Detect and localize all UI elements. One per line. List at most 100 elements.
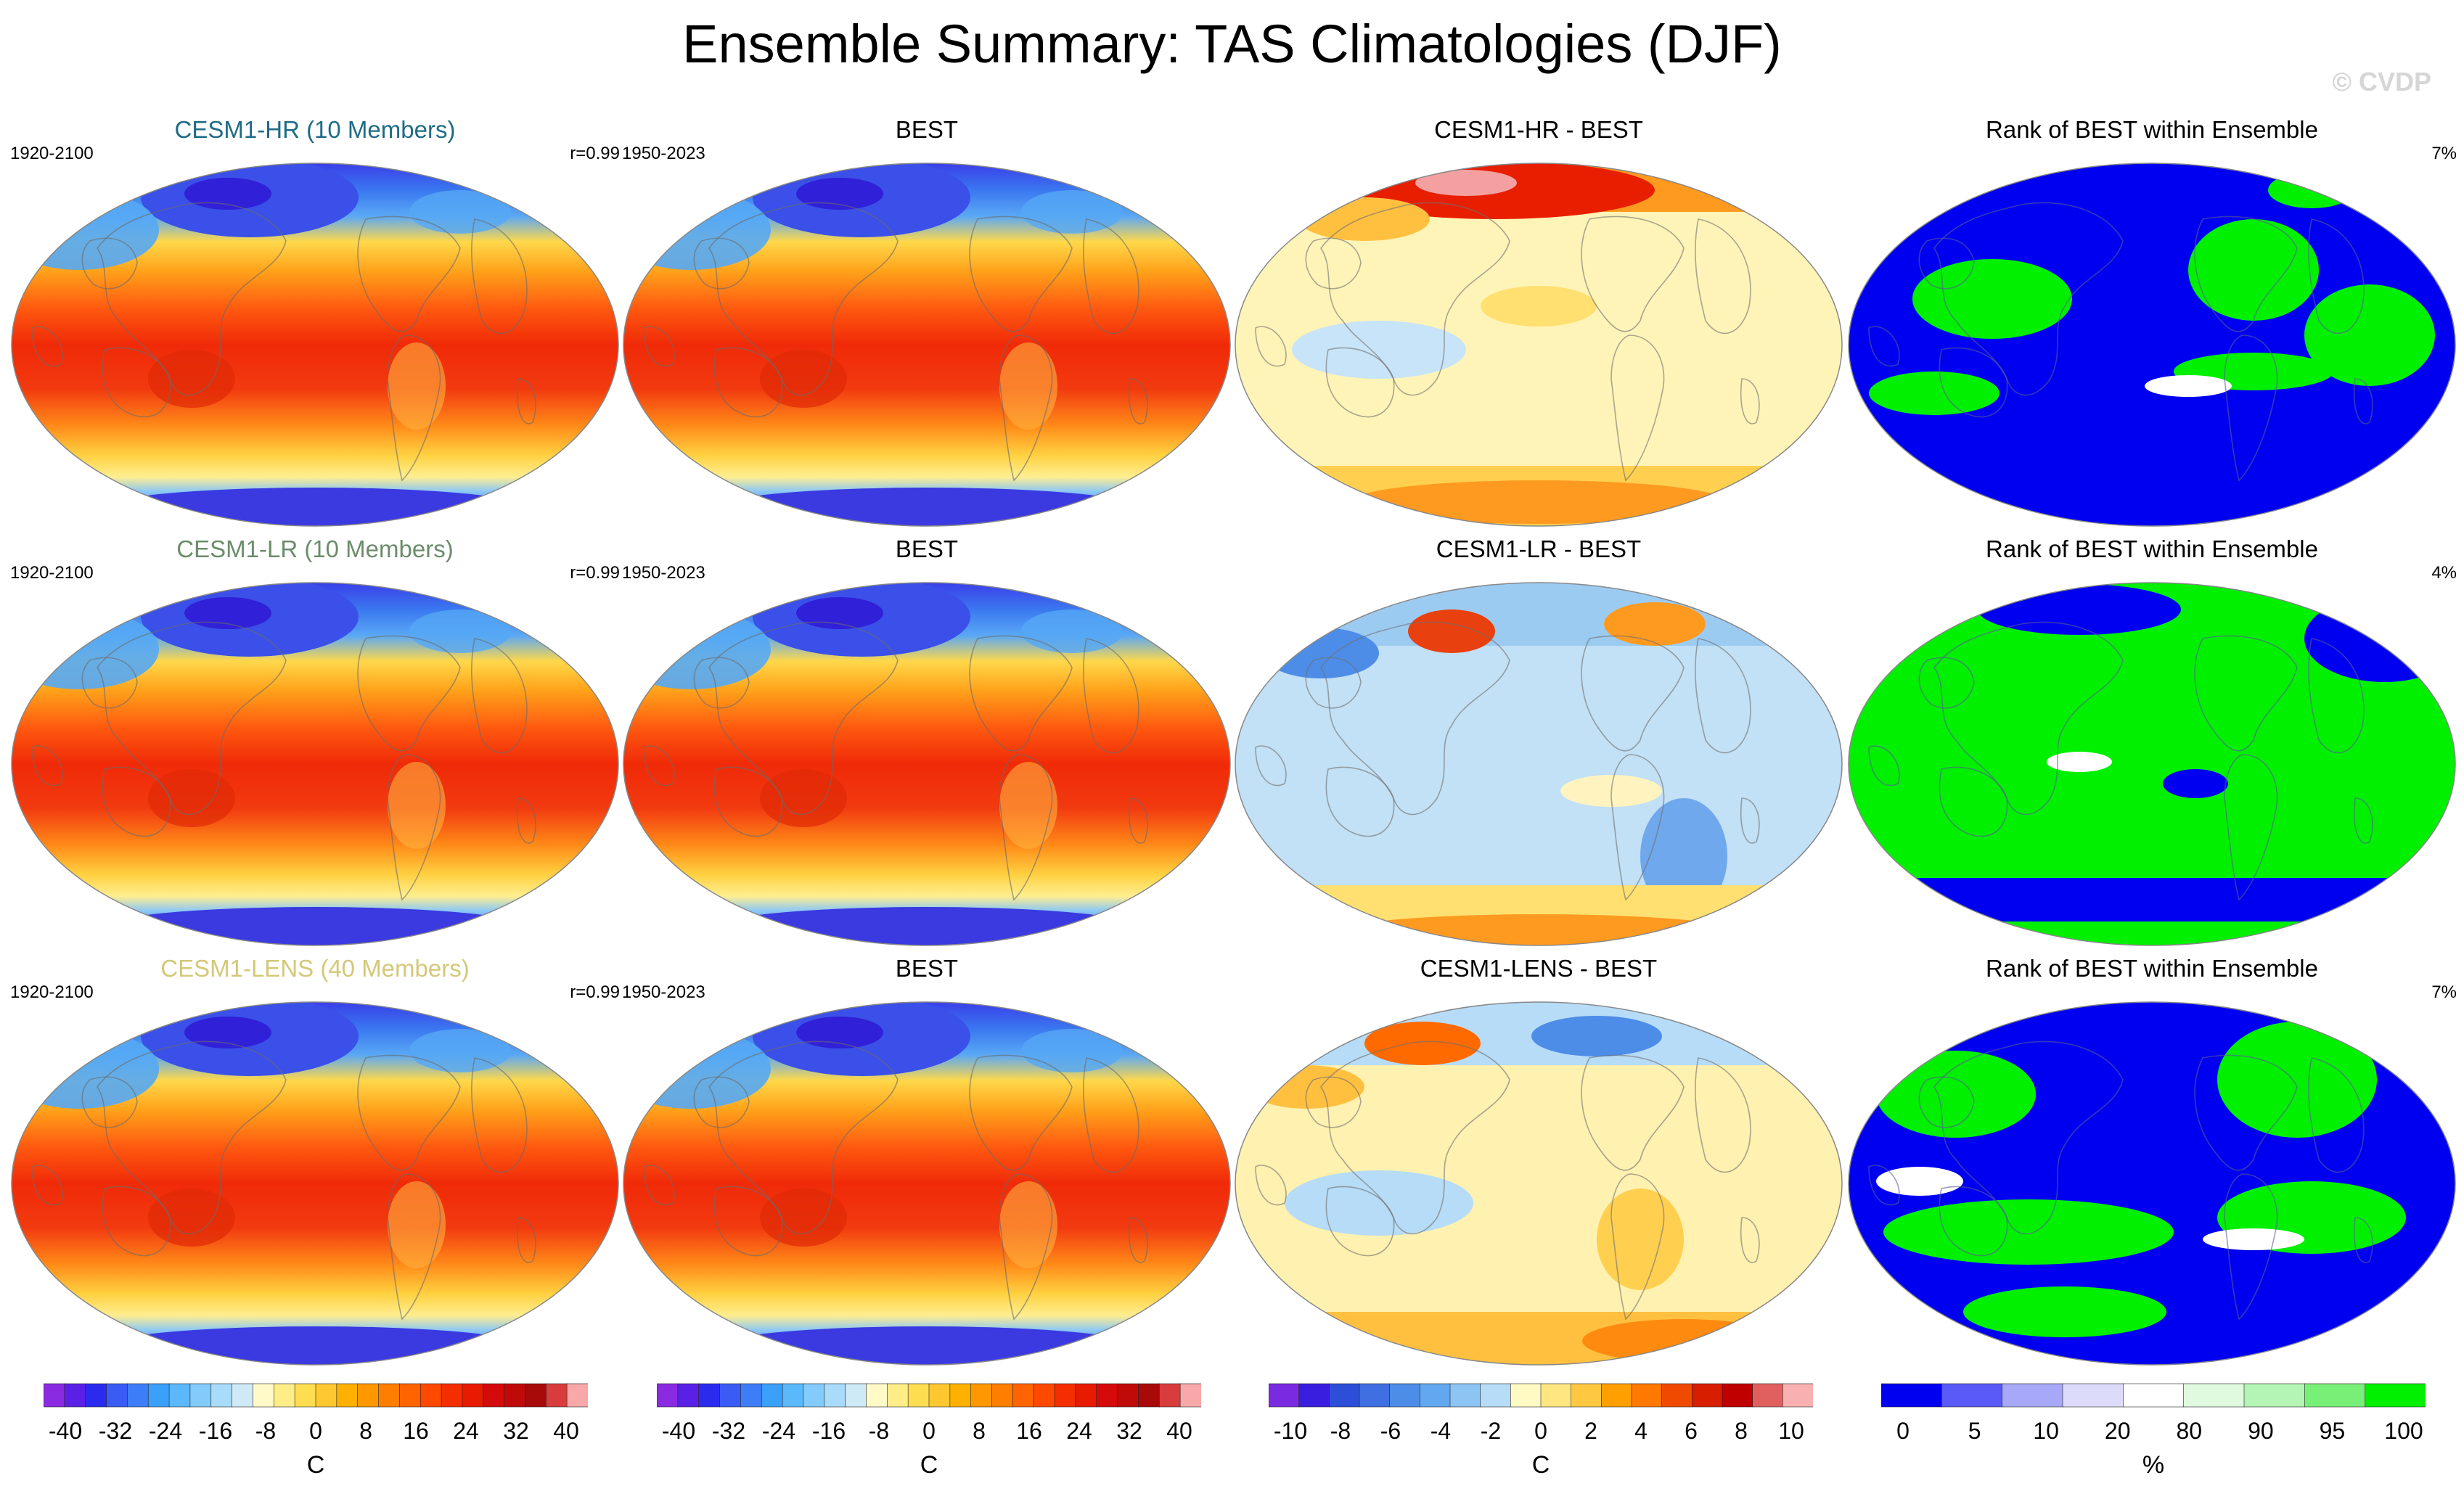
panel-title: CESM1-LR (10 Members) <box>176 535 454 562</box>
colorbar-swatch <box>803 1383 825 1408</box>
tas-map <box>623 582 1231 946</box>
colorbar-tick-label: 24 <box>453 1418 479 1444</box>
colorbar-swatch <box>907 1383 930 1408</box>
colorbar-tick-label: 0 <box>1534 1418 1547 1444</box>
colorbar-tick-label: 8 <box>1735 1418 1748 1444</box>
colorbar-swatch <box>1571 1383 1603 1408</box>
colorbar-1: -40 -32 -24 -16 -8 0 8 16 24 32 40 C <box>43 1382 589 1484</box>
colorbar-swatch <box>504 1383 526 1408</box>
colorbar-tick-label: -40 <box>49 1418 82 1444</box>
colorbar-tick-label: 95 <box>2320 1418 2346 1444</box>
colorbar-tick-label: 5 <box>1968 1418 1981 1444</box>
colorbar-swatch <box>824 1383 846 1408</box>
tas-map <box>11 582 619 946</box>
colorbar-tick-label: 32 <box>1116 1418 1142 1444</box>
colorbar-swatch <box>845 1383 867 1408</box>
colorbar-swatch <box>64 1383 86 1408</box>
colorbar-3: -10 -8 -6 -4 -2 0 2 4 6 8 10 C <box>1268 1382 1814 1484</box>
colorbar-swatch <box>970 1383 993 1408</box>
diff-map <box>1235 582 1843 946</box>
colorbar-swatch <box>2304 1383 2366 1408</box>
colorbar-swatch <box>2365 1383 2426 1408</box>
colorbar-swatch <box>462 1383 484 1408</box>
colorbar-swatch <box>1389 1383 1421 1408</box>
panel-model-row-1: CESM1-HR (10 Members) 1920-2100 r=0.99 <box>10 116 620 535</box>
colorbar-swatch <box>1661 1383 1693 1408</box>
colorbar-tick-label: -16 <box>812 1418 846 1444</box>
colorbar-swatch <box>698 1383 721 1408</box>
colorbar-swatch <box>1540 1383 1572 1408</box>
rank-percent-label: 7% <box>2431 982 2457 1002</box>
colorbar-swatch <box>2062 1383 2124 1408</box>
colorbar-tick-label: 0 <box>1896 1418 1910 1444</box>
colorbar-swatch <box>1722 1383 1753 1408</box>
panel-title: BEST <box>895 535 959 562</box>
colorbar-swatch <box>2243 1383 2306 1408</box>
panel-obs-row-1: BEST 1950-2023 <box>622 116 1232 535</box>
panel-title: BEST <box>895 116 959 143</box>
panel-rank-row-2: Rank of BEST within Ensemble 4% <box>1847 535 2457 955</box>
colorbar-tick-label: 10 <box>2033 1418 2059 1444</box>
rank-map <box>1848 1001 2456 1366</box>
colorbar-tick-label: -8 <box>1330 1418 1351 1444</box>
colorbar-swatch <box>1179 1383 1202 1408</box>
colorbar-swatch <box>441 1383 463 1408</box>
colorbar-swatch <box>1054 1383 1076 1408</box>
colorbar-tick-label: 8 <box>359 1418 372 1444</box>
colorbar-swatch <box>566 1383 589 1408</box>
colorbar-tick-label: 0 <box>922 1418 936 1444</box>
panel-title: Rank of BEST within Ensemble <box>1986 116 2318 143</box>
correlation-label: r=0.99 <box>570 144 620 163</box>
colorbar-tick-label: 40 <box>1166 1418 1192 1444</box>
colorbar-swatch <box>761 1383 783 1408</box>
colorbar-swatch <box>928 1383 951 1408</box>
colorbar-swatch <box>1096 1383 1118 1408</box>
colorbar-swatch <box>782 1383 804 1408</box>
colorbar-swatch <box>656 1383 679 1408</box>
panel-title: Rank of BEST within Ensemble <box>1986 535 2318 562</box>
panel-diff-row-2: CESM1-LR - BEST <box>1234 535 1843 955</box>
colorbar-tick-label: 10 <box>1778 1418 1804 1444</box>
colorbar-tick-label: -24 <box>149 1418 182 1444</box>
colorbar-swatch <box>210 1383 233 1408</box>
colorbar-tick-label: 40 <box>553 1418 579 1444</box>
colorbar-swatch <box>2183 1383 2245 1408</box>
colorbar-swatch <box>189 1383 212 1408</box>
colorbar-swatch <box>253 1383 275 1408</box>
tas-map <box>11 163 619 527</box>
panel-model-row-3: CESM1-LENS (40 Members) 1920-2100 r=0.99 <box>10 955 620 1374</box>
rank-map <box>1848 163 2456 527</box>
colorbar-swatch <box>1510 1383 1542 1408</box>
colorbar-tick-label: 8 <box>973 1418 986 1444</box>
colorbar-swatches: -10 -8 -6 -4 -2 0 2 4 6 8 10 <box>1268 1383 1814 1444</box>
correlation-label: r=0.99 <box>570 563 620 583</box>
colorbar-swatch <box>866 1383 888 1408</box>
colorbar-swatch <box>1880 1383 1943 1408</box>
panel-obs-row-2: BEST 1950-2023 <box>622 535 1232 955</box>
period-label: 1920-2100 <box>10 982 94 1002</box>
correlation-label: r=0.99 <box>570 982 620 1002</box>
colorbar-swatch <box>949 1383 972 1408</box>
panel-model-row-2: CESM1-LR (10 Members) 1920-2100 r=0.99 <box>10 535 620 955</box>
colorbar-tick-label: 20 <box>2105 1418 2131 1444</box>
panel-title: CESM1-HR - BEST <box>1434 116 1643 143</box>
colorbar-swatch <box>232 1383 254 1408</box>
colorbar-swatch <box>43 1383 65 1408</box>
colorbar-tick-label: 4 <box>1634 1418 1648 1444</box>
colorbar-tick-label: -32 <box>99 1418 132 1444</box>
colorbar-tick-label: 0 <box>309 1418 322 1444</box>
rank-percent-label: 4% <box>2431 563 2457 583</box>
watermark: © CVDP <box>2332 67 2431 97</box>
period-label: 1950-2023 <box>622 563 705 583</box>
panel-title: CESM1-HR (10 Members) <box>174 116 456 143</box>
colorbar-tick-label: 6 <box>1685 1418 1698 1444</box>
colorbar-4: 0 5 10 20 80 90 95 100% <box>1880 1382 2426 1484</box>
colorbar-swatch <box>887 1383 909 1408</box>
colorbar-swatch <box>378 1383 401 1408</box>
rank-map <box>1848 582 2456 946</box>
colorbar-swatch <box>147 1383 170 1408</box>
colorbar-swatch <box>1631 1383 1663 1408</box>
colorbar-tick-label: -8 <box>869 1418 889 1444</box>
colorbar-tick-label: 100 <box>2384 1418 2423 1444</box>
colorbar-swatch <box>1449 1383 1481 1408</box>
